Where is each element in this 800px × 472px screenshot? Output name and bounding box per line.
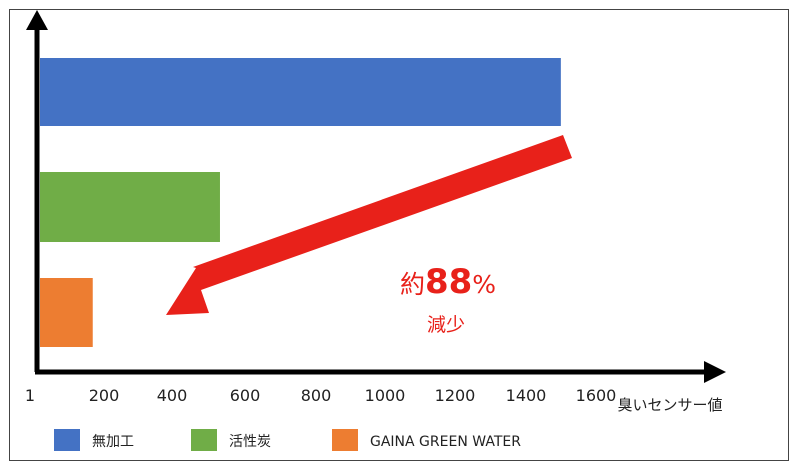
x-tick-label: 1 <box>25 386 35 405</box>
x-tick-label: 1000 <box>365 386 406 405</box>
bar-1 <box>40 58 561 126</box>
legend-swatch-1 <box>54 429 80 451</box>
x-tick-label: 1600 <box>576 386 617 405</box>
x-tick-label: 800 <box>301 386 332 405</box>
x-tick-label: 1200 <box>435 386 476 405</box>
x-tick-labels: 1 200 400 600 800 1000 1200 1400 1600 <box>25 386 616 405</box>
x-tick-label: 400 <box>157 386 188 405</box>
chart-frame <box>9 9 789 461</box>
bar-2 <box>40 172 220 242</box>
bars-group <box>40 58 561 347</box>
legend-swatch-3 <box>332 429 358 451</box>
reduction-number: 88 <box>425 262 472 302</box>
bar-3 <box>40 278 93 347</box>
reduction-prefix: 約 <box>400 270 425 299</box>
reduction-subtext: 減少 <box>427 314 465 336</box>
legend-label-2: 活性炭 <box>229 434 271 450</box>
legend-swatch-2 <box>191 429 217 451</box>
legend: 無加工 活性炭 GAINA GREEN WATER <box>54 429 521 451</box>
reduction-arrow <box>166 135 572 315</box>
y-axis-arrowhead <box>26 10 48 30</box>
x-axis-arrowhead <box>704 361 726 383</box>
x-tick-label: 600 <box>230 386 261 405</box>
x-tick-label: 200 <box>89 386 120 405</box>
reduction-suffix: % <box>472 270 496 299</box>
x-axis-label: 臭いセンサー値 <box>617 396 722 414</box>
x-tick-label: 1400 <box>506 386 547 405</box>
reduction-annotation: 約88% <box>400 262 496 302</box>
legend-label-3: GAINA GREEN WATER <box>370 434 521 450</box>
legend-label-1: 無加工 <box>92 434 134 450</box>
